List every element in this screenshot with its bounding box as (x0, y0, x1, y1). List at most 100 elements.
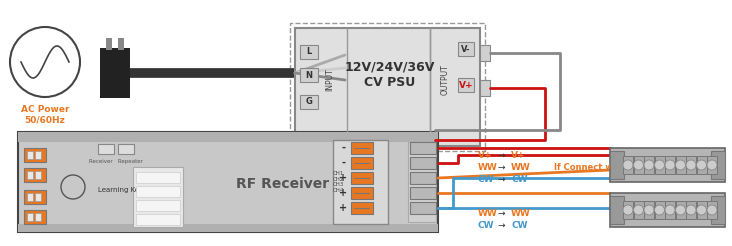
Text: OUTPUT: OUTPUT (441, 65, 449, 95)
Bar (300, 95, 318, 109)
Text: V+: V+ (459, 80, 474, 90)
Bar (654, 156, 665, 174)
Bar (98, 144, 114, 154)
Bar (27, 193, 33, 201)
Text: +: + (339, 203, 347, 213)
Text: →: → (498, 220, 506, 230)
Circle shape (686, 205, 696, 215)
Bar (18, 224, 438, 232)
Bar (35, 171, 41, 179)
Bar (711, 151, 725, 179)
Circle shape (676, 205, 685, 215)
Bar (697, 201, 706, 219)
Bar (35, 213, 41, 221)
Bar (136, 186, 180, 197)
Circle shape (654, 205, 665, 215)
Text: L: L (307, 47, 312, 57)
Circle shape (633, 160, 643, 170)
Bar (18, 132, 438, 232)
Circle shape (623, 205, 633, 215)
Bar (27, 171, 33, 179)
Bar (410, 157, 436, 169)
Text: V+: V+ (511, 151, 526, 159)
Circle shape (697, 205, 706, 215)
Text: N: N (305, 71, 313, 79)
Circle shape (707, 160, 717, 170)
Bar (100, 48, 130, 98)
Text: V+: V+ (478, 151, 493, 159)
Circle shape (686, 160, 696, 170)
Text: INPUT: INPUT (326, 69, 335, 91)
Bar (35, 151, 41, 159)
Text: -: - (341, 158, 345, 168)
Text: CW: CW (511, 220, 528, 230)
Bar (676, 156, 685, 174)
Bar (610, 148, 725, 182)
Bar (408, 142, 436, 222)
Bar (136, 200, 180, 211)
Bar (295, 28, 480, 146)
Bar (136, 214, 180, 225)
Bar (610, 151, 624, 179)
Bar (351, 187, 373, 199)
Bar (410, 172, 436, 184)
Bar (623, 156, 633, 174)
Bar (458, 42, 474, 56)
Bar (333, 140, 388, 224)
Bar (351, 202, 373, 214)
Text: +: + (339, 188, 347, 198)
Circle shape (665, 205, 675, 215)
Bar (133, 167, 183, 227)
Bar (410, 202, 436, 214)
Text: If Connect with Dual Color LED Strip: If Connect with Dual Color LED Strip (553, 163, 725, 171)
Bar (665, 201, 675, 219)
Bar (633, 156, 643, 174)
Text: →: → (498, 151, 506, 159)
Text: RF Receiver: RF Receiver (236, 177, 329, 191)
Text: 12V/24V/36V
CV PSU: 12V/24V/36V CV PSU (345, 61, 436, 89)
Bar (665, 156, 675, 174)
Bar (410, 142, 436, 154)
Bar (18, 132, 438, 142)
Bar (118, 144, 134, 154)
Text: CW: CW (511, 174, 528, 184)
Bar (351, 142, 373, 154)
Text: V-: V- (461, 45, 471, 53)
Bar (410, 187, 436, 199)
Bar (27, 213, 33, 221)
Circle shape (644, 205, 654, 215)
Text: →: → (498, 209, 506, 217)
Bar (644, 201, 654, 219)
Bar (27, 151, 33, 159)
Text: WW: WW (511, 163, 531, 171)
Text: WW: WW (478, 163, 498, 171)
Text: CW: CW (478, 174, 495, 184)
Bar (24, 148, 46, 162)
Text: CW: CW (478, 220, 495, 230)
Bar (610, 193, 725, 227)
Circle shape (623, 160, 633, 170)
Bar (136, 172, 180, 183)
Bar (711, 196, 725, 224)
Bar (686, 156, 696, 174)
Text: →: → (498, 163, 506, 171)
Bar (686, 201, 696, 219)
Circle shape (697, 160, 706, 170)
Text: AC Power
50/60Hz: AC Power 50/60Hz (20, 105, 70, 125)
Bar (623, 201, 633, 219)
Circle shape (633, 205, 643, 215)
Bar (351, 172, 373, 184)
Circle shape (665, 160, 675, 170)
Text: Learning Key: Learning Key (98, 187, 143, 193)
Bar (24, 190, 46, 204)
Bar (458, 78, 474, 92)
Bar (707, 156, 717, 174)
Bar (697, 156, 706, 174)
Bar (300, 45, 318, 59)
Bar (676, 201, 685, 219)
Text: -: - (341, 143, 345, 153)
Bar (118, 38, 124, 50)
Circle shape (676, 160, 685, 170)
Text: →: → (498, 174, 506, 184)
Text: WW: WW (511, 209, 531, 217)
